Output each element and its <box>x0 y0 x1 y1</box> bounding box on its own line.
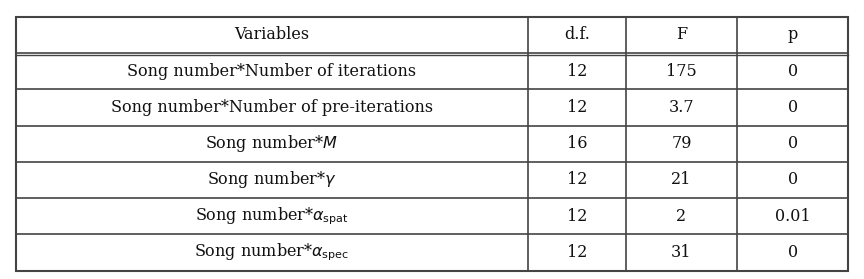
Text: Song number*$\alpha_{\mathrm{spat}}$: Song number*$\alpha_{\mathrm{spat}}$ <box>194 205 348 227</box>
Text: p: p <box>787 27 797 43</box>
Text: Song number*Number of pre-iterations: Song number*Number of pre-iterations <box>111 99 433 116</box>
Text: 0: 0 <box>788 135 797 152</box>
Text: 0: 0 <box>788 63 797 80</box>
Text: d.f.: d.f. <box>564 27 590 43</box>
Text: Song number*$M$: Song number*$M$ <box>206 133 338 154</box>
Text: 175: 175 <box>666 63 697 80</box>
Text: 12: 12 <box>567 172 588 188</box>
Text: F: F <box>676 27 687 43</box>
Text: 0: 0 <box>788 172 797 188</box>
Text: 0: 0 <box>788 99 797 116</box>
Text: 31: 31 <box>671 244 692 261</box>
Text: 12: 12 <box>567 244 588 261</box>
Text: Song number*$\alpha_{\mathrm{spec}}$: Song number*$\alpha_{\mathrm{spec}}$ <box>194 242 349 263</box>
Text: 12: 12 <box>567 208 588 225</box>
Text: Variables: Variables <box>234 27 309 43</box>
Text: 12: 12 <box>567 99 588 116</box>
Text: 3.7: 3.7 <box>669 99 695 116</box>
Text: 21: 21 <box>671 172 692 188</box>
Text: 2: 2 <box>677 208 687 225</box>
Text: 79: 79 <box>671 135 692 152</box>
Text: 0.01: 0.01 <box>775 208 810 225</box>
Text: 0: 0 <box>788 244 797 261</box>
Text: 16: 16 <box>567 135 588 152</box>
Text: Song number*$\gamma$: Song number*$\gamma$ <box>206 169 336 191</box>
Text: Song number*Number of iterations: Song number*Number of iterations <box>127 63 416 80</box>
Text: 12: 12 <box>567 63 588 80</box>
